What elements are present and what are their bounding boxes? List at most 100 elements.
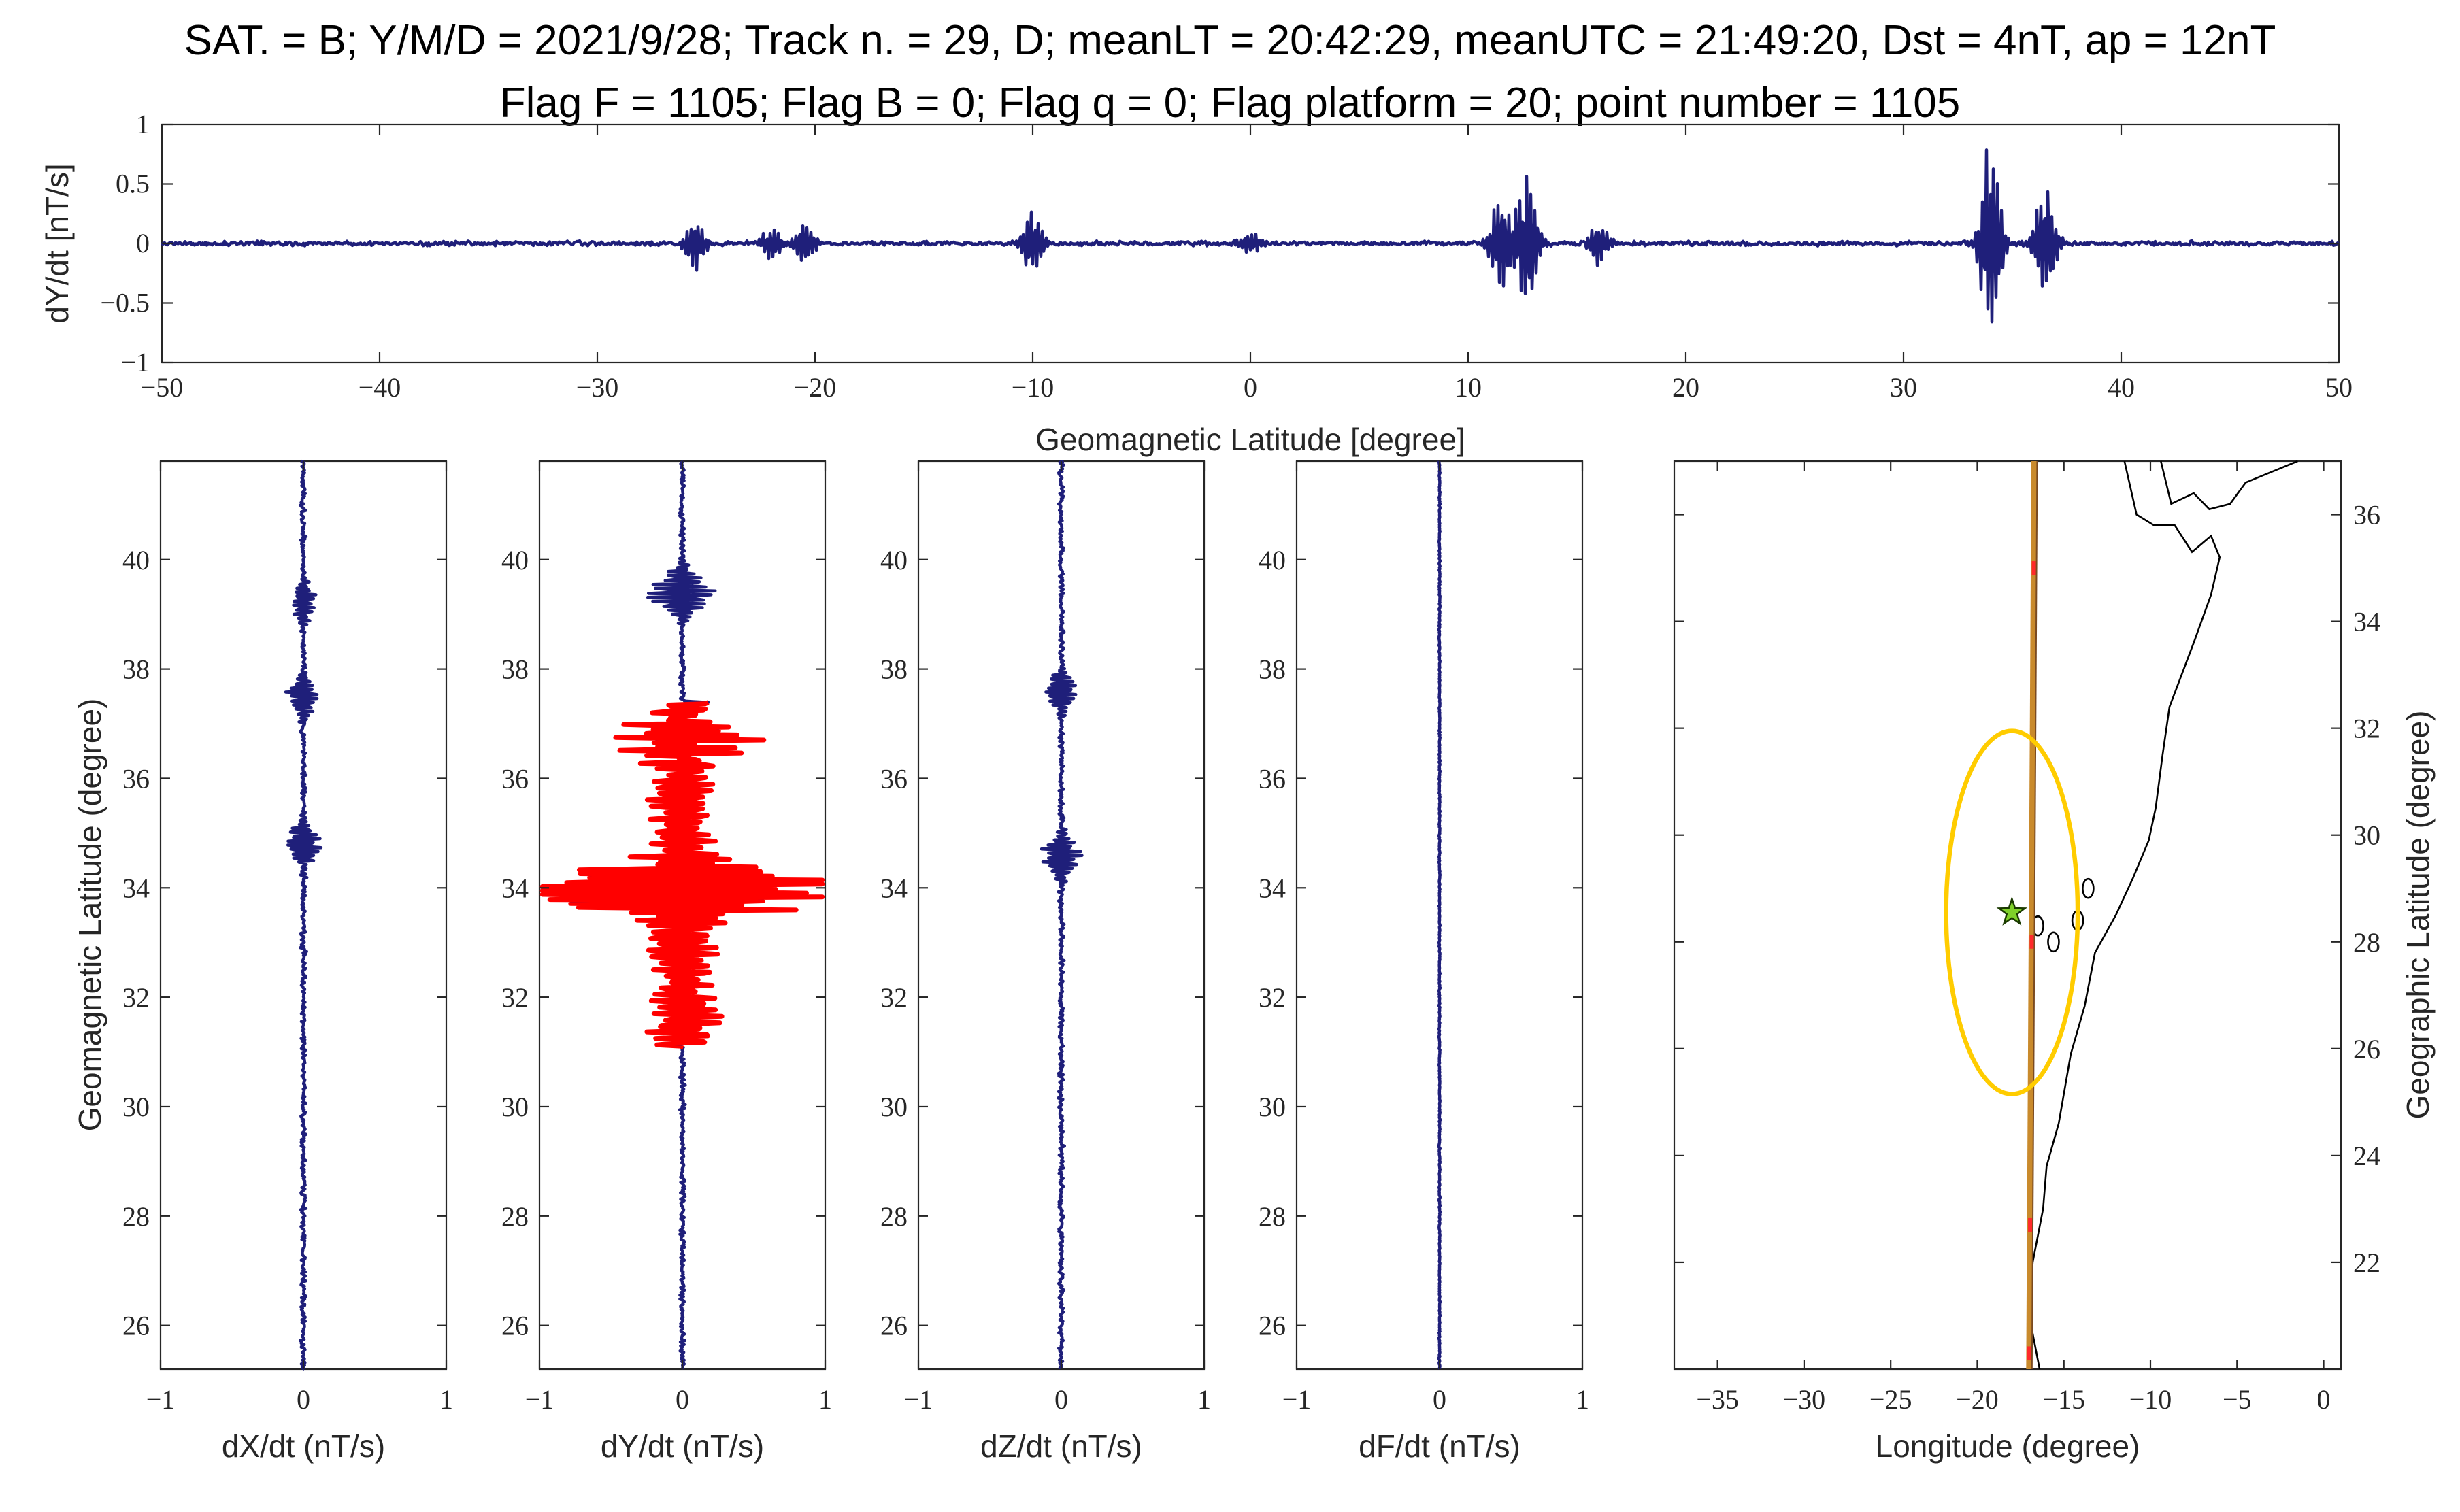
dZ-ytick-label: 26 [880, 1311, 908, 1341]
figure-title-line2: Flag F = 1105; Flag B = 0; Flag q = 0; F… [500, 80, 1961, 127]
dY-ytick-label: 34 [501, 873, 529, 903]
dZ-panel-axes: −1 0 1 26 28 30 32 34 36 38 40 [880, 461, 1211, 1415]
dF-ytick-label: 30 [1259, 1092, 1286, 1122]
map-xtick-label: −25 [1869, 1384, 1912, 1415]
dF-panel-axes: −1 0 1 26 28 30 32 34 36 38 40 [1259, 461, 1589, 1415]
map-xtick-label: −15 [2042, 1384, 2085, 1415]
map-panel-ylabel: Geographic Latitude (degree) [2400, 711, 2436, 1120]
dX-ytick-label: 38 [122, 654, 150, 685]
map-ytick-label: 32 [2353, 713, 2380, 744]
dY-panel-axes: −1 0 1 26 28 30 32 34 36 38 40 [501, 461, 832, 1415]
top-xtick-label: −20 [794, 372, 837, 403]
map-ytick-label: 34 [2353, 607, 2380, 637]
dF-xtick-label: 1 [1576, 1384, 1589, 1415]
dX-panel-ylabel: Geomagnetic Latitude (degree) [72, 699, 107, 1132]
dX-ytick-label: 40 [122, 545, 150, 575]
dF-xtick-label: −1 [1282, 1384, 1312, 1415]
dZ-ytick-label: 40 [880, 545, 908, 575]
map-ytick-label: 36 [2353, 500, 2380, 531]
map-panel-frame [1673, 460, 2342, 1371]
top-xtick-label: 0 [1244, 372, 1257, 403]
dX-ytick-label: 34 [122, 873, 150, 903]
dF-panel-plot [1437, 460, 1442, 1370]
top-xtick-label: 50 [2325, 372, 2353, 403]
dF-ytick-label: 28 [1259, 1201, 1286, 1232]
dF-ytick-label: 26 [1259, 1311, 1286, 1341]
map-xtick-label: −20 [1956, 1384, 1999, 1415]
top-xtick-label: 40 [2108, 372, 2135, 403]
dZ-xtick-label: 0 [1054, 1384, 1068, 1415]
dZ-ytick-label: 36 [880, 763, 908, 794]
dF-ytick-label: 38 [1259, 654, 1286, 685]
map-satellite-track-edge [2031, 460, 2038, 1370]
dZ-ytick-label: 38 [880, 654, 908, 685]
map-island [2082, 877, 2095, 899]
dY-ytick-label: 30 [501, 1092, 529, 1122]
map-xtick-label: −35 [1696, 1384, 1739, 1415]
dX-panel-plot [284, 459, 323, 1371]
map-ytick-label: 22 [2353, 1247, 2380, 1278]
map-panel-plot [1944, 460, 2298, 1370]
dX-panel-axes: −1 0 1 26 28 30 32 34 36 38 40 [122, 461, 453, 1415]
dZ-panel-plot [1040, 459, 1084, 1370]
map-epicenter-star-icon [1996, 896, 2028, 926]
dZ-ytick-label: 32 [880, 982, 908, 1013]
dX-panel-xlabel: dX/dt (nT/s) [222, 1428, 385, 1464]
map-ytick-label: 30 [2353, 820, 2380, 851]
top-panel-xlabel: Geomagnetic Latitude [degree] [1035, 422, 1465, 457]
top-ytick-label: 0.5 [116, 169, 150, 199]
dF-panel: −1 0 1 26 28 30 32 34 36 38 40 dF/dt (nT/s) [1259, 460, 1589, 1464]
dY-panel: −1 0 1 26 28 30 32 34 36 38 40 dY/dt (nT/s) [501, 460, 832, 1464]
top-ytick-label: −0.5 [100, 288, 150, 318]
map-preparation-area-ellipse [1944, 728, 2080, 1096]
map-ytick-label: 24 [2353, 1141, 2380, 1171]
dX-xtick-label: −1 [146, 1384, 176, 1415]
map-coastline-iberia [2160, 460, 2298, 511]
dF-series-line [1437, 460, 1442, 1370]
dY-ytick-label: 40 [501, 545, 529, 575]
dF-ytick-label: 32 [1259, 982, 1286, 1013]
top-ytick-label: 1 [136, 109, 150, 139]
dX-xtick-label: 1 [439, 1384, 453, 1415]
top-xtick-label: −50 [141, 372, 184, 403]
map-ytick-label: 28 [2353, 927, 2380, 958]
dF-ytick-label: 34 [1259, 873, 1286, 903]
dX-panel: −1 0 1 26 28 30 32 34 36 38 40 dX/dt (nT/s) Geomag… [72, 459, 453, 1464]
dY-ytick-label: 36 [501, 763, 529, 794]
map-island [2047, 931, 2060, 953]
dZ-ytick-label: 30 [880, 1092, 908, 1122]
map-xtick-label: −30 [1783, 1384, 1826, 1415]
dF-ytick-label: 40 [1259, 545, 1286, 575]
dX-ytick-label: 30 [122, 1092, 150, 1122]
dZ-xtick-label: 1 [1197, 1384, 1211, 1415]
figure-title-line1: SAT. = B; Y/M/D = 2021/9/28; Track n. = … [184, 17, 2276, 64]
dY-panel-plot [539, 460, 825, 1371]
top-panel-axes: −50 −40 −30 −20 −10 0 10 20 30 40 50 1 0.5 0 −0.5 −1 [100, 109, 2353, 403]
dY-panel-xlabel: dY/dt (nT/s) [601, 1428, 764, 1464]
dY-ytick-label: 32 [501, 982, 529, 1013]
top-panel-plot [161, 148, 2340, 324]
top-xtick-label: −30 [576, 372, 619, 403]
map-ytick-label: 26 [2353, 1034, 2380, 1064]
dX-xtick-label: 0 [297, 1384, 310, 1415]
dZ-xtick-label: −1 [904, 1384, 933, 1415]
dX-ytick-label: 36 [122, 763, 150, 794]
dX-ytick-label: 32 [122, 982, 150, 1013]
top-panel-ylabel: dY/dt [nT/s] [39, 163, 75, 323]
dZ-panel-xlabel: dZ/dt (nT/s) [980, 1428, 1142, 1464]
top-xtick-label: 10 [1455, 372, 1482, 403]
map-xtick-label: −10 [2129, 1384, 2172, 1415]
dF-ytick-label: 36 [1259, 763, 1286, 794]
top-xtick-label: 30 [1890, 372, 1917, 403]
dY-xtick-label: 1 [818, 1384, 832, 1415]
top-xtick-label: 20 [1672, 372, 1699, 403]
map-panel: −35 −30 −25 −20 −15 −10 −5 0 22 24 26 28 30 32 34 36 Lo… [1673, 460, 2436, 1464]
top-series-line [161, 148, 2340, 324]
top-xtick-label: −10 [1012, 372, 1054, 403]
dZ-series-line [1040, 459, 1084, 1370]
top-ytick-label: −1 [120, 347, 150, 377]
map-xtick-label: −5 [2223, 1384, 2252, 1415]
dY-highlight-segment [539, 700, 825, 1050]
map-coastline [2028, 460, 2221, 1370]
